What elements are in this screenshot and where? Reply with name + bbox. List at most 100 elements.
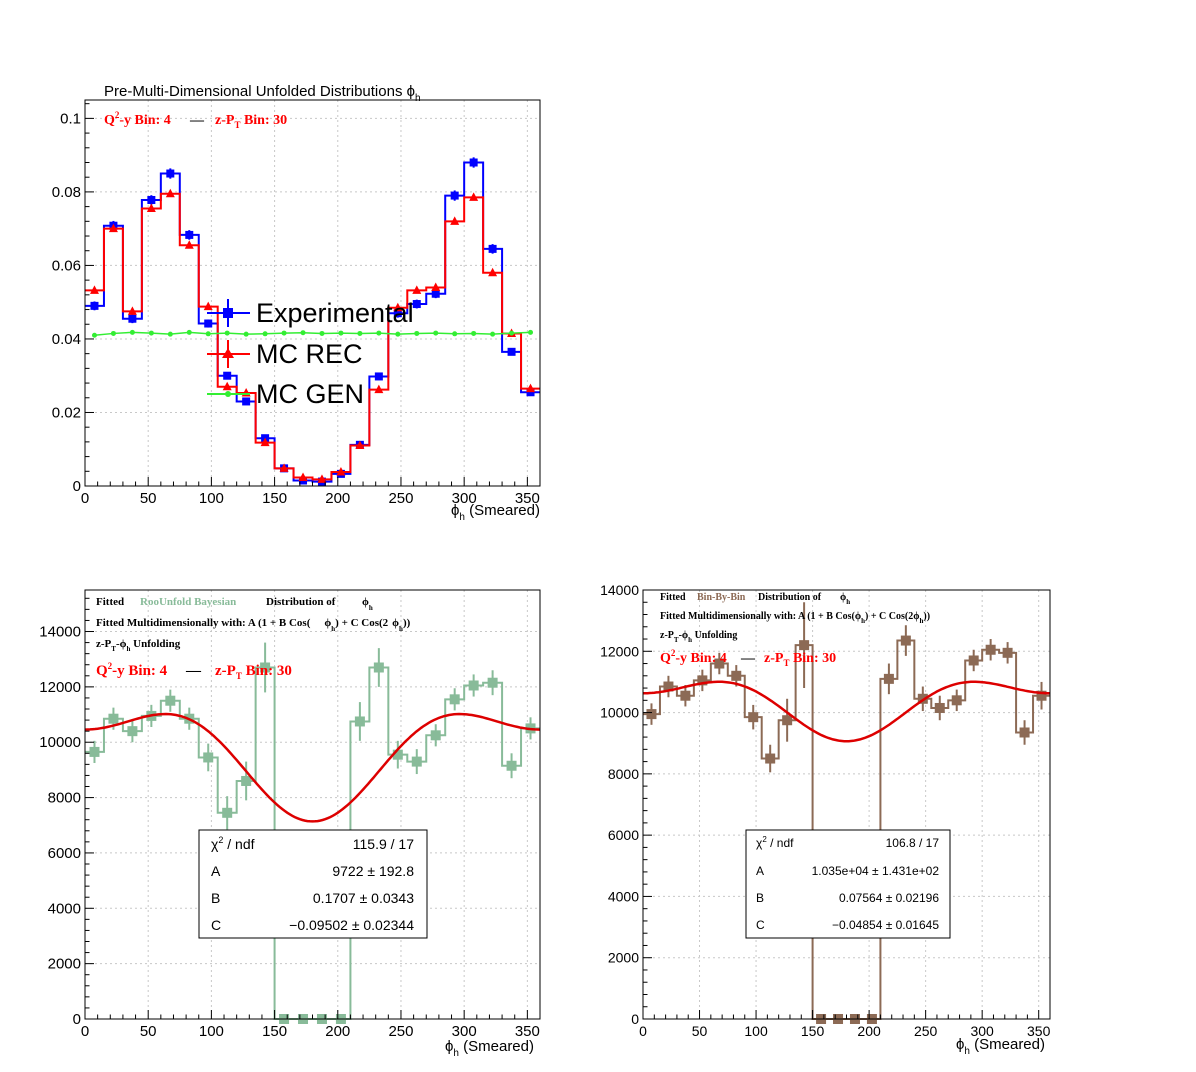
panel2-fit-stats-box: χ2 / ndf 115.9 / 17 A 9722 ± 192.8 B 0.1…	[198, 829, 428, 939]
series-mc-rec-point	[298, 472, 308, 482]
x-tick-label: 250	[914, 1023, 938, 1039]
series-experimental-point	[469, 158, 478, 167]
series-mc-rec-point	[89, 285, 99, 294]
series-bin-by-bin-point	[1002, 647, 1013, 658]
series-bin-by-bin-point	[1019, 727, 1030, 738]
series-bin-by-bin-point	[985, 644, 996, 655]
series-experimental-point	[412, 300, 421, 309]
series-mc-rec-point	[279, 463, 289, 472]
series-mc-rec-point	[184, 240, 194, 249]
series-mc-gen-point	[357, 330, 363, 336]
series-bin-by-bin-point	[765, 753, 776, 764]
x-tick-label: 350	[1027, 1023, 1051, 1039]
x-tick-label: 300	[452, 490, 477, 507]
x-tick-label: 250	[388, 1023, 413, 1040]
panel1-zpt-label: z-PT Bin: 30	[215, 113, 287, 130]
panel-bin-by-bin: 0 50 100 150 200 250 300 350 0 2000 4000 6000 8000 10…	[600, 582, 1051, 1057]
series-mc-gen-point	[205, 331, 211, 337]
panel3-stats-chi-label: χ2 / ndf	[756, 835, 794, 850]
x-tick-label: 200	[325, 490, 350, 507]
series-mc-gen-point	[319, 330, 325, 336]
series-mc-rec-point	[450, 216, 460, 225]
series-mc-rec-point	[488, 267, 498, 277]
y-tick-label: 0.06	[52, 257, 81, 274]
series-mc-rec-point	[431, 282, 441, 291]
series-mc-gen-point	[395, 331, 401, 337]
panel3-axes	[642, 589, 1051, 1020]
y-tick-label: 12000	[600, 643, 639, 659]
series-mc-rec-point	[260, 437, 270, 447]
panel2-stats-chi-label: χ2 / ndf	[211, 835, 255, 852]
panel2-stats-chi-value: 115.9 / 17	[353, 836, 414, 852]
x-tick-label: 350	[515, 1023, 540, 1040]
series-mc-rec-point	[127, 306, 137, 315]
panel3-stats-b-label: B	[756, 891, 764, 905]
panel3-stats-c-label: C	[756, 918, 765, 932]
series-experimental-point	[242, 397, 251, 406]
y-tick-label: 0	[73, 478, 81, 495]
plot-frame	[84, 99, 541, 487]
series-mc-gen-point	[186, 329, 192, 335]
series-experimental-point	[223, 371, 232, 380]
panel2-bin-dash: —	[185, 663, 202, 679]
series-mc-rec-point	[374, 384, 384, 394]
x-tick-label: 200	[857, 1023, 881, 1039]
legend-mc-gen-label: MC GEN	[256, 379, 364, 409]
panel2-tick-labels: 0 50 100 150 200 250 300 350 0 2000 4000 6000 8000 10…	[39, 624, 540, 1040]
series-experimental-point	[185, 230, 194, 239]
series-mc-gen-point	[528, 329, 534, 335]
series-mc-rec-point	[393, 302, 403, 312]
series-mc-gen-point	[243, 331, 249, 337]
series-roounfold-bayesian-point	[203, 752, 214, 763]
panel2-stats-a-value: 9722 ± 192.8	[332, 863, 414, 879]
x-tick-label: 0	[81, 1023, 89, 1040]
series-mc-gen-point	[281, 330, 287, 336]
series-experimental-point	[90, 301, 99, 310]
series-roounfold-bayesian-point	[165, 695, 176, 706]
series-mc-rec-point	[108, 223, 118, 233]
x-tick-label: 250	[388, 490, 413, 507]
x-tick-label: 50	[140, 490, 157, 507]
series-mc-gen-point	[91, 332, 97, 338]
series-mc-gen-point	[433, 330, 439, 336]
panel3-header: Fitted Bin-By-Bin Distribution of ϕh Fit…	[660, 592, 930, 644]
legend-entry-mc-gen: MC GEN	[207, 379, 364, 409]
panel2-header-method: RooUnfold Bayesian	[140, 596, 236, 608]
series-experimental-point	[431, 289, 440, 298]
x-tick-label: 50	[140, 1023, 157, 1040]
x-tick-label: 100	[744, 1023, 768, 1039]
series-roounfold-bayesian-point	[373, 662, 384, 673]
plot-frame	[84, 589, 541, 1020]
series-roounfold-bayesian-point	[487, 677, 498, 688]
panel2-zpt-label: z-PT Bin: 30	[215, 663, 292, 681]
series-mc-gen-point	[110, 330, 116, 336]
panel3-zpt-label: z-PT Bin: 30	[764, 651, 836, 668]
panel1-axes	[84, 99, 541, 487]
series-mc-rec-point	[355, 440, 365, 450]
series-bin-by-bin-point	[680, 690, 691, 701]
panel2-bin-label: Q2-y Bin: 4	[96, 661, 168, 679]
x-tick-label: 350	[515, 490, 540, 507]
panel3-stats-c-value: −0.04854 ± 0.01645	[832, 918, 939, 932]
panel2-header-fitted: Fitted	[96, 596, 124, 608]
x-tick-label: 0	[639, 1023, 647, 1039]
series-mc-gen-point	[224, 330, 230, 336]
panel3-bin-dash: —	[740, 651, 756, 666]
series-mc-rec-point	[336, 467, 346, 476]
panel3-header-unfolding: z-PT-ϕh Unfolding	[660, 630, 737, 644]
y-tick-label: 0.1	[60, 110, 81, 127]
fit-curve	[642, 680, 1051, 743]
series-roounfold-bayesian-point	[241, 775, 252, 786]
series-roounfold-bayesian-point	[468, 680, 479, 691]
y-tick-label: 6000	[608, 827, 639, 843]
series-mc-gen-point	[167, 331, 173, 337]
panel1-tick-labels: 0 50 100 150 200 250 300 350 0 0.02 0.04 0.06 0.08 0.…	[52, 110, 540, 507]
series-mc-gen-point	[490, 331, 496, 337]
panel2-stats-b-label: B	[211, 890, 220, 906]
panel1-xlabel: ϕh (Smeared)	[451, 502, 540, 523]
series-roounfold-bayesian-point	[354, 716, 365, 727]
panel2-stats-b-value: 0.1707 ± 0.0343	[313, 890, 414, 906]
panel3-header-distribution: Distribution of	[758, 592, 822, 603]
panel3-stats-chi-value: 106.8 / 17	[886, 836, 940, 850]
